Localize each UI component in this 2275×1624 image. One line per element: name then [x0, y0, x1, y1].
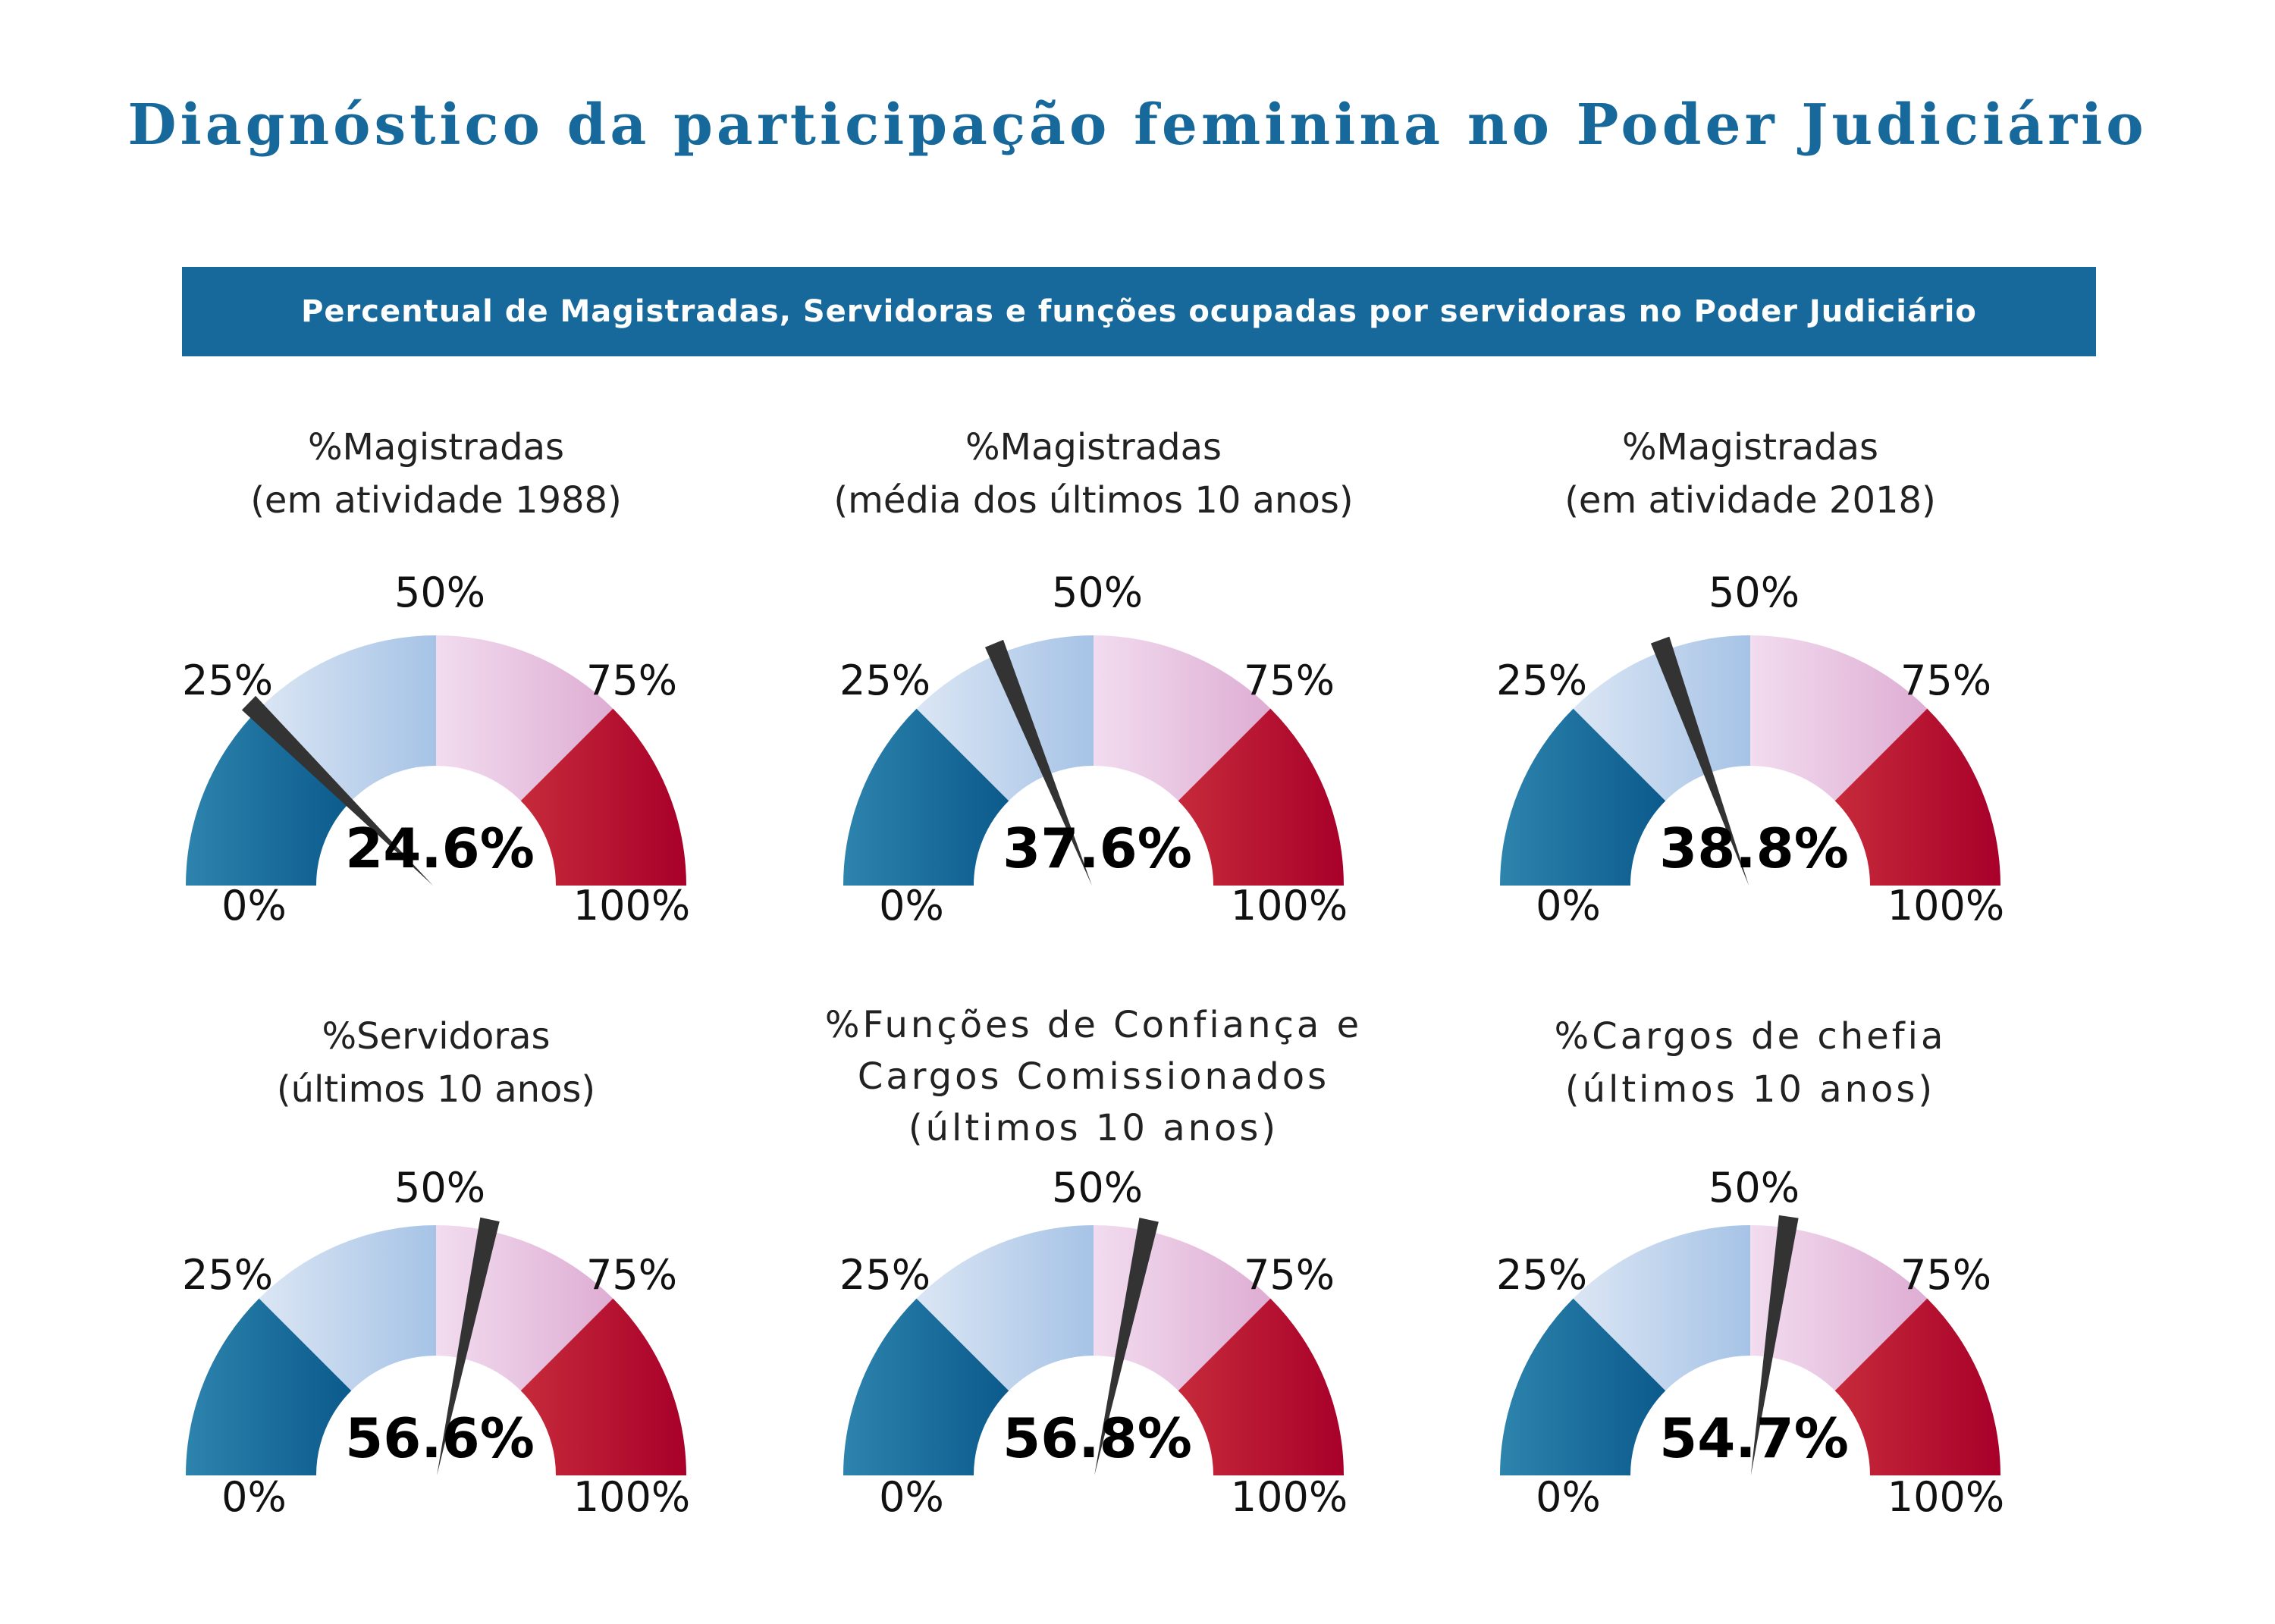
- gauge-tick-label: 25%: [1496, 1251, 1587, 1299]
- gauge-needle: [1650, 636, 1749, 886]
- segment-50-75: [436, 635, 613, 801]
- gauge-tick-label: 0%: [879, 882, 944, 930]
- gauge-title-line: %Funções de Confiança e: [825, 1004, 1362, 1046]
- gauge-tick-label: 100%: [573, 1473, 690, 1521]
- gauge-tick-label: 75%: [1900, 1251, 1991, 1299]
- gauge-tick-label: 0%: [1536, 1473, 1601, 1521]
- gauge-chart-2: %Magistradas (média dos últimos 10 anos) 0…: [833, 426, 1353, 930]
- gauge-tick-label: 50%: [1709, 1164, 1800, 1212]
- gauge-tick-label: 75%: [1244, 1251, 1335, 1299]
- gauge-title-line: Cargos Comissionados: [858, 1055, 1329, 1098]
- segment-75-100: [1834, 1298, 2000, 1475]
- gauge-tick-label: 75%: [1900, 657, 1991, 704]
- gauge-needle: [984, 639, 1092, 886]
- gauge-tick-label: 25%: [839, 1251, 930, 1299]
- segment-75-100: [1178, 1298, 1344, 1475]
- gauge-chart-1: %Magistradas (em atividade 1988) 0% 25% 50% 7…: [182, 426, 690, 930]
- gauge-tick-label: 50%: [1052, 569, 1143, 616]
- gauge-tick-label: 25%: [1496, 657, 1587, 704]
- gauge-needle: [1750, 1215, 1799, 1475]
- gauge-needle: [241, 695, 434, 886]
- gauge-value-label: 54.7%: [1659, 1406, 1849, 1470]
- subtitle-banner: Percentual de Magistradas, Servidoras e …: [182, 267, 2096, 356]
- gauge-value-label: 37.6%: [1003, 817, 1192, 880]
- gauge-tick-label: 0%: [879, 1473, 944, 1521]
- gauge-chart-6: %Cargos de chefia (últimos 10 anos) 0% 25% 5…: [1496, 1015, 2004, 1521]
- gauge-value-label: 38.8%: [1659, 817, 1849, 880]
- segment-0-25: [843, 1298, 1009, 1475]
- gauge-title-line: (últimos 10 anos): [908, 1107, 1279, 1149]
- gauge-tick-label: 25%: [182, 657, 273, 704]
- gauge-tick-label: 75%: [1244, 657, 1335, 704]
- segment-0-25: [843, 708, 1009, 886]
- gauge-tick-label: 0%: [1536, 882, 1601, 930]
- gauge-tick-label: 100%: [573, 882, 690, 930]
- gauge-tick-label: 50%: [394, 569, 485, 616]
- gauge-needle: [1094, 1218, 1159, 1475]
- gauge-tick-label: 50%: [1709, 569, 1800, 616]
- gauge-tick-label: 100%: [1231, 1473, 1348, 1521]
- gauge-title-line: (últimos 10 anos): [277, 1068, 595, 1111]
- segment-50-75: [1750, 1225, 1928, 1391]
- segment-25-50: [1573, 1225, 1750, 1391]
- page-title: Diagnóstico da participação feminina no …: [127, 92, 2148, 158]
- gauge-title-line: (em atividade 2018): [1564, 479, 1936, 522]
- segment-75-100: [520, 1298, 686, 1475]
- gauge-needle: [437, 1217, 500, 1475]
- gauge-title-line: (últimos 10 anos): [1565, 1068, 1935, 1111]
- gauge-tick-label: 75%: [586, 657, 677, 704]
- gauge-chart-3: %Magistradas (em atividade 2018) 0% 25% 50% 7…: [1496, 426, 2004, 930]
- segment-25-50: [916, 635, 1094, 801]
- segment-50-75: [1094, 635, 1271, 801]
- gauge-title-line: %Magistradas: [308, 426, 564, 469]
- gauge-tick-label: 100%: [1887, 1473, 2004, 1521]
- gauge-title-line: %Magistradas: [1622, 426, 1878, 469]
- gauge-chart-5: %Funções de Confiança e Cargos Comissiona…: [825, 1004, 1362, 1521]
- gauge-tick-label: 0%: [221, 882, 287, 930]
- gauge-value-label: 56.8%: [1003, 1406, 1192, 1470]
- gauge-title-line: %Magistradas: [965, 426, 1222, 469]
- segment-75-100: [1178, 708, 1344, 886]
- segment-75-100: [520, 708, 686, 886]
- segment-25-50: [259, 635, 436, 801]
- gauge-value-label: 56.6%: [345, 1406, 535, 1470]
- gauge-chart-4: %Servidoras (últimos 10 anos) 0% 25% 50% 75% 1…: [182, 1015, 690, 1521]
- segment-0-25: [186, 1298, 352, 1475]
- segment-0-25: [1500, 1298, 1666, 1475]
- subtitle-text: Percentual de Magistradas, Servidoras e …: [301, 294, 1977, 329]
- gauge-tick-label: 25%: [182, 1251, 273, 1299]
- segment-25-50: [259, 1225, 436, 1391]
- segment-0-25: [186, 708, 352, 886]
- gauge-title-line: %Cargos de chefia: [1555, 1015, 1947, 1058]
- segment-0-25: [1500, 708, 1666, 886]
- gauge-tick-label: 100%: [1887, 882, 2004, 930]
- gauge-tick-label: 50%: [1052, 1164, 1143, 1212]
- gauge-title-line: %Servidoras: [322, 1015, 550, 1058]
- gauge-title-line: (em atividade 1988): [250, 479, 622, 522]
- gauge-tick-label: 50%: [394, 1164, 485, 1212]
- segment-50-75: [1750, 635, 1928, 801]
- gauge-tick-label: 100%: [1231, 882, 1348, 930]
- gauge-value-label: 24.6%: [345, 817, 535, 880]
- gauge-tick-label: 75%: [586, 1251, 677, 1299]
- gauge-tick-label: 0%: [221, 1473, 287, 1521]
- segment-75-100: [1834, 708, 2000, 886]
- gauge-title-line: (média dos últimos 10 anos): [833, 479, 1353, 522]
- gauge-tick-label: 25%: [839, 657, 930, 704]
- segment-25-50: [916, 1225, 1094, 1391]
